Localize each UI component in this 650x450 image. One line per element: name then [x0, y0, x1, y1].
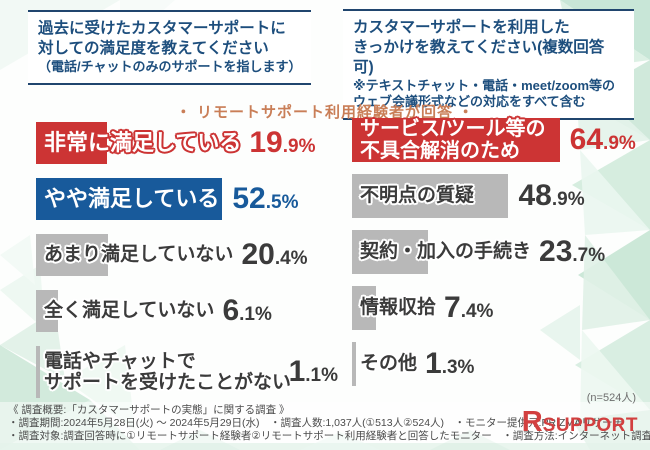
- bar-value: 20.4%: [241, 238, 308, 271]
- question-line: きっかけを教えてください(複数回答可): [353, 39, 605, 77]
- survey-overview-footer: 《 調査概要:「カスタマーサポートの実態」に関する調査 》 ・調査期間:2024…: [8, 404, 650, 444]
- bar-row: サービス/ツール等の 不具合解消のため 64.9%: [352, 118, 644, 162]
- question-note: ※テキストチャット・電話・meet/zoom等の: [353, 78, 616, 94]
- bar-row: やや満足している 52.5%: [36, 178, 338, 220]
- bar: [352, 342, 357, 386]
- bar-label: サービス/ツール等の 不具合解消のため: [360, 117, 546, 162]
- bar-row: あまり満足していない 20.4%: [36, 234, 338, 276]
- bar-row: 全く満足していない 6.1%: [36, 290, 338, 332]
- footer-line: ・調査期間:2024年5月28日(火) ～ 2024年5月29日(水) ・調査人…: [8, 417, 624, 430]
- bar: [36, 178, 223, 220]
- bar-row: 契約・加入の手続き 23.7%: [352, 230, 644, 274]
- trigger-bar-chart: サービス/ツール等の 不具合解消のため 64.9% 不明点の質疑 48.9% 契約…: [352, 118, 644, 398]
- bar-row: 情報収拾 7.4%: [352, 286, 644, 330]
- rsupport-logo: R SUPPORT: [521, 406, 638, 438]
- respondent-subtitle: ・ リモートサポート利用経験者が回答 ・: [175, 104, 475, 121]
- bar-value: 1.3%: [425, 347, 475, 380]
- bar-label: 非常に満足している: [44, 129, 242, 155]
- question-note: ウェブ会議形式などの対応をすべて含む: [353, 94, 586, 110]
- bar-label: 不明点の質疑: [360, 185, 475, 207]
- bar: [36, 290, 58, 332]
- bar-value: 7.4%: [444, 291, 494, 324]
- bar-row: その他 1.3%: [352, 342, 644, 386]
- question-line: カスタマーサポートを利用した: [353, 19, 570, 36]
- bar-row: 不明点の質疑 48.9%: [352, 174, 644, 218]
- bar-label: あまり満足していない: [44, 244, 234, 266]
- bar-label: 情報収拾: [360, 297, 437, 319]
- bar: [352, 230, 428, 274]
- sample-size-note: (n=524人): [586, 392, 636, 404]
- logo-r-glyph: R: [521, 406, 543, 438]
- question-box-trigger: カスタマーサポートを利用した きっかけを教えてください(複数回答可) ※テキスト…: [343, 9, 634, 121]
- bar-value: 1.1%: [288, 355, 338, 388]
- question-line: 過去に受けたカスタマーサポートに: [38, 20, 286, 37]
- question-line: 対しての満足度を教えてください: [38, 40, 269, 58]
- question-box-satisfaction: 過去に受けたカスタマーサポートに 対しての満足度を教えてください （電話/チャッ…: [28, 10, 311, 86]
- bar-label: 電話やチャットで サポートを受けたことがない: [44, 350, 292, 393]
- bar-label: その他: [360, 353, 418, 375]
- bar: [36, 234, 109, 276]
- bar-value: 52.5%: [232, 182, 299, 215]
- bar-row: 非常に満足している 19.9%: [36, 122, 338, 164]
- bar: [36, 122, 107, 164]
- bar-label: やや満足している: [44, 185, 220, 211]
- bar-value: 19.9%: [249, 126, 316, 159]
- bar-value: 6.1%: [222, 294, 272, 327]
- bar-row: 電話やチャットで サポートを受けたことがない 1.1%: [36, 346, 338, 398]
- footer-line: 《 調査概要:「カスタマーサポートの実態」に関する調査 》: [8, 404, 290, 416]
- bar-label: 全く満足していない: [44, 300, 215, 322]
- bar-value: 48.9%: [518, 179, 585, 212]
- question-note: （電話/チャットのみのサポートを指します）: [38, 59, 302, 75]
- bar: [352, 118, 560, 162]
- logo-wordmark: SUPPORT: [542, 414, 638, 436]
- satisfaction-bar-chart: 非常に満足している 19.9% やや満足している 52.5% あまり満足していな…: [36, 122, 338, 398]
- bar: [352, 174, 509, 218]
- bar: [352, 286, 376, 330]
- bar-value: 64.9%: [569, 123, 636, 156]
- bar-value: 23.7%: [539, 235, 606, 268]
- bar: [36, 346, 40, 398]
- bar-label: 契約・加入の手続き: [360, 241, 532, 263]
- footer-line: ・調査対象:調査回答時に①リモートサポート経験者②リモートサポート利用経験者と回…: [8, 430, 650, 443]
